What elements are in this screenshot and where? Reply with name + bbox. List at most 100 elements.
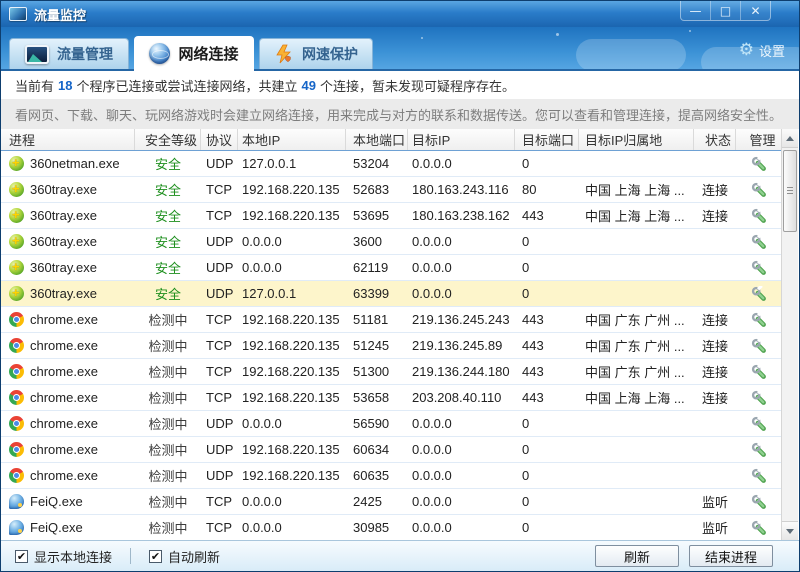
close-button[interactable]: ✕ xyxy=(740,1,770,20)
table-row[interactable]: chrome.exe 检测中 TCP 192.168.220.135 53658… xyxy=(1,385,782,411)
security-level: 检测中 xyxy=(148,521,188,536)
manage-cell xyxy=(736,463,782,488)
local-ip: 192.168.220.135 xyxy=(242,364,340,379)
auto-refresh-checkbox[interactable]: ✔ 自动刷新 xyxy=(149,547,220,566)
column-header-tip[interactable]: 目标IP xyxy=(408,129,515,150)
window-controls: — □ ✕ xyxy=(680,1,771,21)
manage-wrench-icon[interactable] xyxy=(751,493,767,510)
tab-label: 流量管理 xyxy=(57,46,113,62)
table-row[interactable]: chrome.exe 检测中 UDP 0.0.0.0 56590 0.0.0.0… xyxy=(1,411,782,437)
description-bar: 看网页、下载、聊天、玩网络游戏时会建立网络连接，用来完成与对方的联系和数据传送。… xyxy=(1,99,799,129)
target-port: 0 xyxy=(522,234,530,249)
scrollbar-track[interactable] xyxy=(782,148,798,521)
minimize-button[interactable]: — xyxy=(689,3,702,18)
process-cell: chrome.exe xyxy=(1,463,135,488)
column-header-status[interactable]: 状态 xyxy=(694,129,736,150)
show-local-connections-checkbox[interactable]: ✔ 显示本地连接 xyxy=(15,547,112,566)
settings-button[interactable]: ⚙ 设置 xyxy=(739,41,785,60)
local-ip: 192.168.220.135 xyxy=(242,208,340,223)
tab-speed-protection[interactable]: 网速保护 xyxy=(259,38,373,69)
security-level: 检测中 xyxy=(148,339,188,354)
table-row[interactable]: chrome.exe 检测中 UDP 192.168.220.135 60635… xyxy=(1,463,782,489)
chrome-icon xyxy=(9,338,24,353)
manage-wrench-icon[interactable] xyxy=(751,441,767,458)
table-row[interactable]: FeiQ.exe 检测中 TCP 0.0.0.0 30985 0.0.0.0 0… xyxy=(1,515,782,541)
target-ip: 0.0.0.0 xyxy=(412,156,452,171)
target-ip: 0.0.0.0 xyxy=(412,442,452,457)
process-cell: chrome.exe xyxy=(1,333,135,358)
manage-cell xyxy=(736,255,782,280)
protocol: UDP xyxy=(206,260,234,275)
target-ip-location xyxy=(579,463,694,488)
manage-wrench-icon[interactable] xyxy=(751,207,767,224)
protocol: UDP xyxy=(206,156,234,171)
manage-cell xyxy=(736,489,782,514)
360-icon xyxy=(9,207,24,223)
manage-wrench-icon[interactable] xyxy=(751,155,767,172)
end-process-button[interactable]: 结束进程 xyxy=(689,545,773,567)
process-cell: 360tray.exe xyxy=(1,229,135,254)
arrow-up-icon xyxy=(786,135,794,141)
table-row[interactable]: 360tray.exe 安全 TCP 192.168.220.135 53695… xyxy=(1,203,782,229)
table-row[interactable]: 360tray.exe 安全 UDP 0.0.0.0 62119 0.0.0.0… xyxy=(1,255,782,281)
column-header-loc[interactable]: 目标IP归属地 xyxy=(579,129,694,150)
target-ip: 0.0.0.0 xyxy=(412,520,452,535)
table-row[interactable]: chrome.exe 检测中 UDP 192.168.220.135 60634… xyxy=(1,437,782,463)
tab-network-connections[interactable]: 网络连接 xyxy=(134,36,254,71)
table-row[interactable]: 360tray.exe 安全 TCP 192.168.220.135 52683… xyxy=(1,177,782,203)
connection-status xyxy=(694,437,736,462)
column-header-tport[interactable]: 目标端口 xyxy=(515,129,579,150)
scrollbar-thumb[interactable] xyxy=(783,150,797,232)
column-header-lip[interactable]: 本地IP xyxy=(238,129,346,150)
local-ip: 192.168.220.135 xyxy=(242,312,340,327)
manage-wrench-icon[interactable] xyxy=(751,363,767,380)
manage-wrench-icon[interactable] xyxy=(751,259,767,276)
connection-status: 连接 xyxy=(701,365,728,380)
tabs: 流量管理 网络连接 网速保护 xyxy=(9,27,373,71)
manage-wrench-icon[interactable] xyxy=(751,337,767,354)
connection-status xyxy=(694,463,736,488)
column-header-process[interactable]: 进程 xyxy=(1,129,135,150)
manage-wrench-icon[interactable] xyxy=(751,233,767,250)
manage-wrench-icon[interactable] xyxy=(751,389,767,406)
manage-cell xyxy=(736,359,782,384)
360-icon xyxy=(9,259,24,275)
column-header-level[interactable]: 安全等级 xyxy=(135,129,201,150)
protocol: TCP xyxy=(206,520,232,535)
manage-wrench-icon[interactable] xyxy=(751,181,767,198)
table-row[interactable]: chrome.exe 检测中 TCP 192.168.220.135 51181… xyxy=(1,307,782,333)
local-port: 53204 xyxy=(353,156,390,171)
manage-wrench-icon[interactable] xyxy=(751,467,767,484)
maximize-button[interactable]: □ xyxy=(710,1,740,20)
process-cell: chrome.exe xyxy=(1,411,135,436)
scroll-down-button[interactable] xyxy=(782,521,798,540)
chrome-icon xyxy=(9,364,24,379)
360-icon xyxy=(9,155,24,171)
manage-wrench-icon[interactable] xyxy=(751,415,767,432)
tab-traffic-management[interactable]: 流量管理 xyxy=(9,38,129,69)
refresh-button[interactable]: 刷新 xyxy=(595,545,679,567)
table-row[interactable]: 360tray.exe 安全 UDP 127.0.0.1 63399 0.0.0… xyxy=(1,281,782,307)
arrow-down-icon xyxy=(786,528,794,534)
target-ip: 0.0.0.0 xyxy=(412,494,452,509)
column-header-proto[interactable]: 协议 xyxy=(201,129,238,150)
local-port: 53658 xyxy=(353,390,390,405)
vertical-scrollbar[interactable] xyxy=(781,129,798,540)
manage-wrench-icon[interactable] xyxy=(751,285,767,302)
column-header-lport[interactable]: 本地端口 xyxy=(346,129,408,150)
column-header-manage[interactable]: 管理 xyxy=(749,133,776,148)
scroll-up-button[interactable] xyxy=(782,129,798,148)
security-level: 安全 xyxy=(154,287,181,302)
process-cell: chrome.exe xyxy=(1,437,135,462)
manage-cell xyxy=(736,281,782,306)
table-row[interactable]: 360netman.exe 安全 UDP 127.0.0.1 53204 0.0… xyxy=(1,151,782,177)
manage-wrench-icon[interactable] xyxy=(751,311,767,328)
table-row[interactable]: chrome.exe 检测中 TCP 192.168.220.135 51245… xyxy=(1,333,782,359)
table-row[interactable]: FeiQ.exe 检测中 TCP 0.0.0.0 2425 0.0.0.0 0 … xyxy=(1,489,782,515)
target-ip: 0.0.0.0 xyxy=(412,260,452,275)
target-ip: 203.208.40.110 xyxy=(412,390,502,405)
manage-wrench-icon[interactable] xyxy=(751,519,767,536)
table-row[interactable]: chrome.exe 检测中 TCP 192.168.220.135 51300… xyxy=(1,359,782,385)
table-row[interactable]: 360tray.exe 安全 UDP 0.0.0.0 3600 0.0.0.0 … xyxy=(1,229,782,255)
process-name: chrome.exe xyxy=(30,364,98,379)
